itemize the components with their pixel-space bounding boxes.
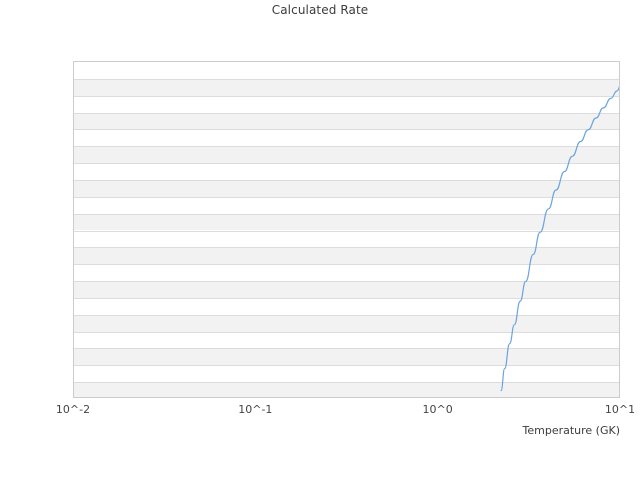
x-axis-title: Temperature (GK): [522, 424, 621, 437]
background-band: [74, 146, 619, 164]
gridline-horizontal: [74, 348, 619, 349]
gridline-horizontal: [74, 332, 619, 333]
background-band: [74, 247, 619, 265]
gridline-horizontal: [74, 96, 619, 97]
chart-title: Calculated Rate: [271, 3, 369, 17]
background-band: [74, 112, 619, 130]
data-series-layer: [500, 86, 619, 392]
gridline-horizontal: [74, 264, 619, 265]
plot-area: [73, 61, 620, 398]
x-axis-tick-label: 10^-1: [238, 403, 273, 416]
x-axis-tick-label: 10^0: [422, 403, 453, 416]
gridline-horizontal: [74, 281, 619, 282]
gridline-horizontal: [74, 365, 619, 366]
background-band: [74, 78, 619, 96]
gridline-horizontal: [74, 214, 619, 215]
gridline-horizontal: [74, 247, 619, 248]
line-series-calculated-rate: [500, 86, 619, 392]
gridline-horizontal: [74, 79, 619, 80]
gridline-horizontal: [74, 180, 619, 181]
background-band: [74, 382, 619, 397]
gridline-horizontal: [74, 231, 619, 232]
background-band: [74, 348, 619, 366]
gridline-horizontal: [74, 113, 619, 114]
background-band: [74, 314, 619, 332]
gridline-horizontal: [74, 315, 619, 316]
gridline-horizontal: [74, 298, 619, 299]
background-band: [74, 179, 619, 197]
gridline-horizontal: [74, 382, 619, 383]
x-axis-tick-label: 10^1: [604, 403, 636, 416]
gridline-horizontal: [74, 146, 619, 147]
background-band: [74, 213, 619, 231]
background-band: [74, 281, 619, 298]
x-axis-tick-label: 10^-2: [55, 403, 91, 416]
gridline-horizontal: [74, 197, 619, 198]
gridline-horizontal: [74, 163, 619, 164]
gridline-horizontal: [74, 129, 619, 130]
